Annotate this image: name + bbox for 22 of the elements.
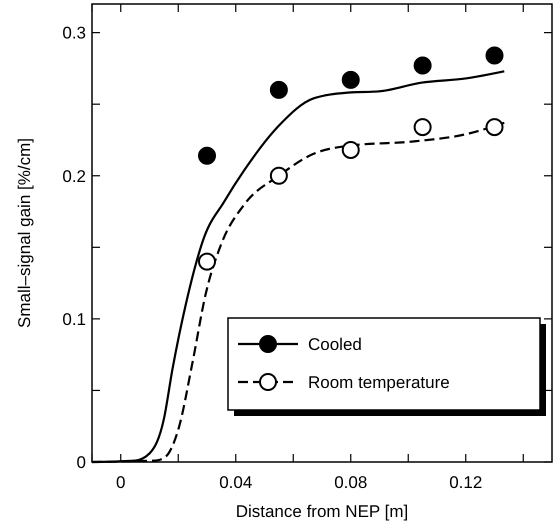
y-tick-label: 0.2 xyxy=(62,166,86,186)
point xyxy=(198,252,216,271)
x-tick-label: 0.08 xyxy=(334,473,368,492)
y-axis-title: Small–signal gain [%/cm] xyxy=(15,138,34,328)
legend-label: Room temperature xyxy=(308,373,450,392)
y-tick-label: 0 xyxy=(76,453,86,472)
point xyxy=(270,166,288,185)
point xyxy=(342,70,360,89)
x-tick-label: 0.12 xyxy=(449,473,482,492)
point xyxy=(486,118,504,136)
point xyxy=(342,140,360,159)
point xyxy=(414,118,432,136)
y-tick-label: 0.1 xyxy=(62,310,86,329)
x-axis-title: Distance from NEP [m] xyxy=(236,502,408,521)
x-tick-label: 0 xyxy=(116,473,126,492)
point xyxy=(198,146,216,165)
point xyxy=(270,80,288,99)
point xyxy=(486,46,504,65)
y-tick-label: 0.3 xyxy=(62,24,86,43)
point xyxy=(414,56,432,75)
legend-label: Cooled xyxy=(308,335,362,354)
x-tick-label: 0.04 xyxy=(219,473,252,492)
